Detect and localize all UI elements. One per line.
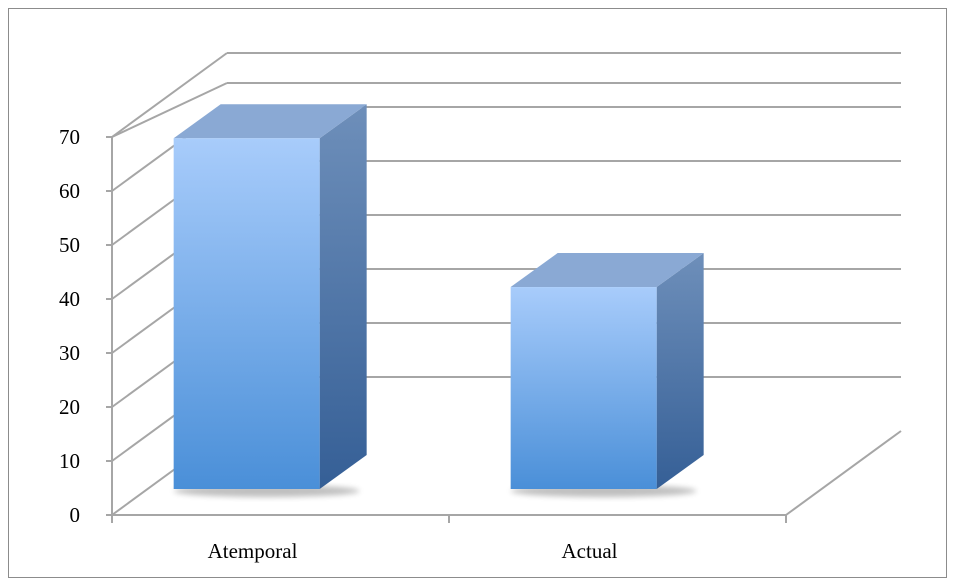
y-tick-label: 50 [59, 233, 80, 257]
bar-side [319, 104, 367, 489]
bar-actual [510, 253, 704, 497]
labels: 0 10 20 30 40 50 60 70 Atemporal Actual [59, 125, 618, 563]
gridline-diagonal [111, 52, 228, 138]
y-tick-label: 30 [59, 341, 80, 365]
axes [106, 136, 902, 523]
x-category-label: Atemporal [208, 539, 298, 563]
y-tick-label: 70 [59, 125, 80, 149]
floor-right-edge [785, 430, 902, 516]
y-tick-label: 60 [59, 179, 80, 203]
bars [173, 104, 704, 497]
y-tick-label: 40 [59, 287, 80, 311]
y-tick-label: 10 [59, 449, 80, 473]
bar-top [510, 253, 704, 288]
y-tick-label: 0 [70, 503, 81, 527]
y-tick-label: 20 [59, 395, 80, 419]
bar-top [173, 104, 367, 139]
chart-frame [8, 8, 947, 578]
bar-atemporal [173, 104, 367, 497]
gridline-diagonal [111, 82, 228, 138]
bar-front [173, 138, 320, 489]
x-category-label: Actual [562, 539, 618, 563]
bar-side [656, 253, 704, 489]
bar-front [510, 287, 657, 489]
